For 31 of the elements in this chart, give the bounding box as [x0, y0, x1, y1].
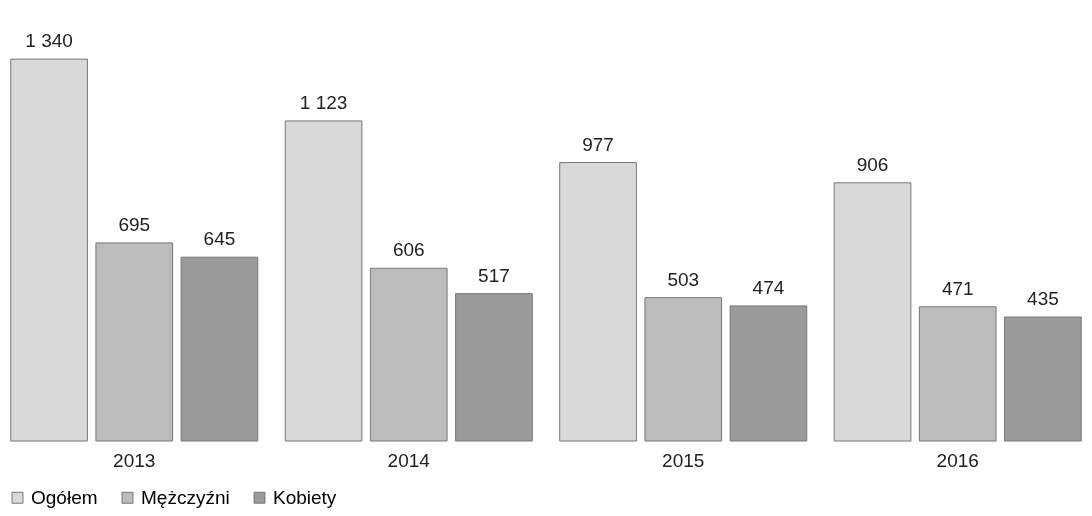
legend-label: Mężczyźni — [141, 486, 230, 508]
data-label: 977 — [582, 133, 614, 155]
legend-label: Ogółem — [31, 486, 98, 508]
bar — [644, 297, 723, 442]
bar — [180, 256, 259, 442]
bar — [10, 58, 88, 442]
bar — [559, 162, 637, 442]
x-tick-label: 2016 — [936, 449, 979, 471]
data-label: 474 — [752, 276, 785, 298]
data-label: 503 — [667, 268, 700, 290]
bar — [284, 120, 363, 442]
data-label: 517 — [478, 264, 510, 286]
bar — [369, 267, 448, 442]
data-label: 1 123 — [299, 91, 348, 113]
bar — [833, 182, 912, 442]
bar — [95, 242, 174, 442]
x-tick-label: 2015 — [662, 449, 705, 471]
x-tick-label: 2014 — [387, 449, 431, 471]
bar — [729, 305, 808, 442]
bar — [918, 306, 997, 442]
bar — [455, 293, 533, 442]
data-label: 695 — [118, 213, 151, 235]
data-label: 906 — [856, 153, 889, 175]
data-label: 606 — [392, 239, 425, 261]
data-label: 471 — [941, 277, 974, 299]
x-tick-label: 2013 — [113, 449, 156, 471]
legend-label: Kobiety — [273, 486, 337, 508]
data-label: 1 340 — [25, 30, 73, 52]
data-label: 645 — [203, 228, 236, 250]
bar — [1004, 316, 1082, 442]
data-label: 435 — [1027, 288, 1059, 310]
